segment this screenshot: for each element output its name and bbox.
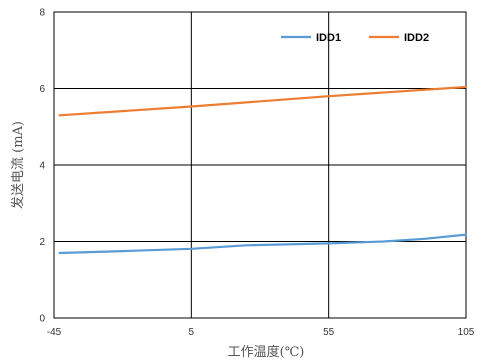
- x-axis-title: 工作温度(℃): [228, 344, 305, 360]
- legend-label: IDD1: [316, 32, 341, 44]
- plot-frame: [53, 11, 467, 319]
- legend: IDD1 IDD2: [281, 32, 429, 44]
- y-tick-labels: 0 2 4 6 8: [39, 8, 45, 325]
- y-tick-label: 0: [39, 314, 45, 325]
- y-axis-title: 发送电流 (mA): [10, 121, 26, 209]
- series-lines: [58, 85, 468, 255]
- y-tick-label: 6: [39, 84, 45, 95]
- x-tick-label: 5: [189, 327, 195, 338]
- series-line-idd2: [58, 85, 468, 117]
- grid: [54, 12, 466, 318]
- legend-label: IDD2: [404, 32, 429, 44]
- y-tick-label: 4: [39, 161, 45, 172]
- x-tick-label: 105: [458, 327, 475, 338]
- x-tick-labels: -45 5 55 105: [47, 327, 475, 338]
- y-tick-label: 2: [39, 237, 45, 248]
- series-line-idd1: [58, 233, 468, 255]
- x-tick-label: 55: [323, 327, 335, 338]
- y-tick-label: 8: [39, 8, 45, 19]
- x-tick-label: -45: [47, 327, 62, 338]
